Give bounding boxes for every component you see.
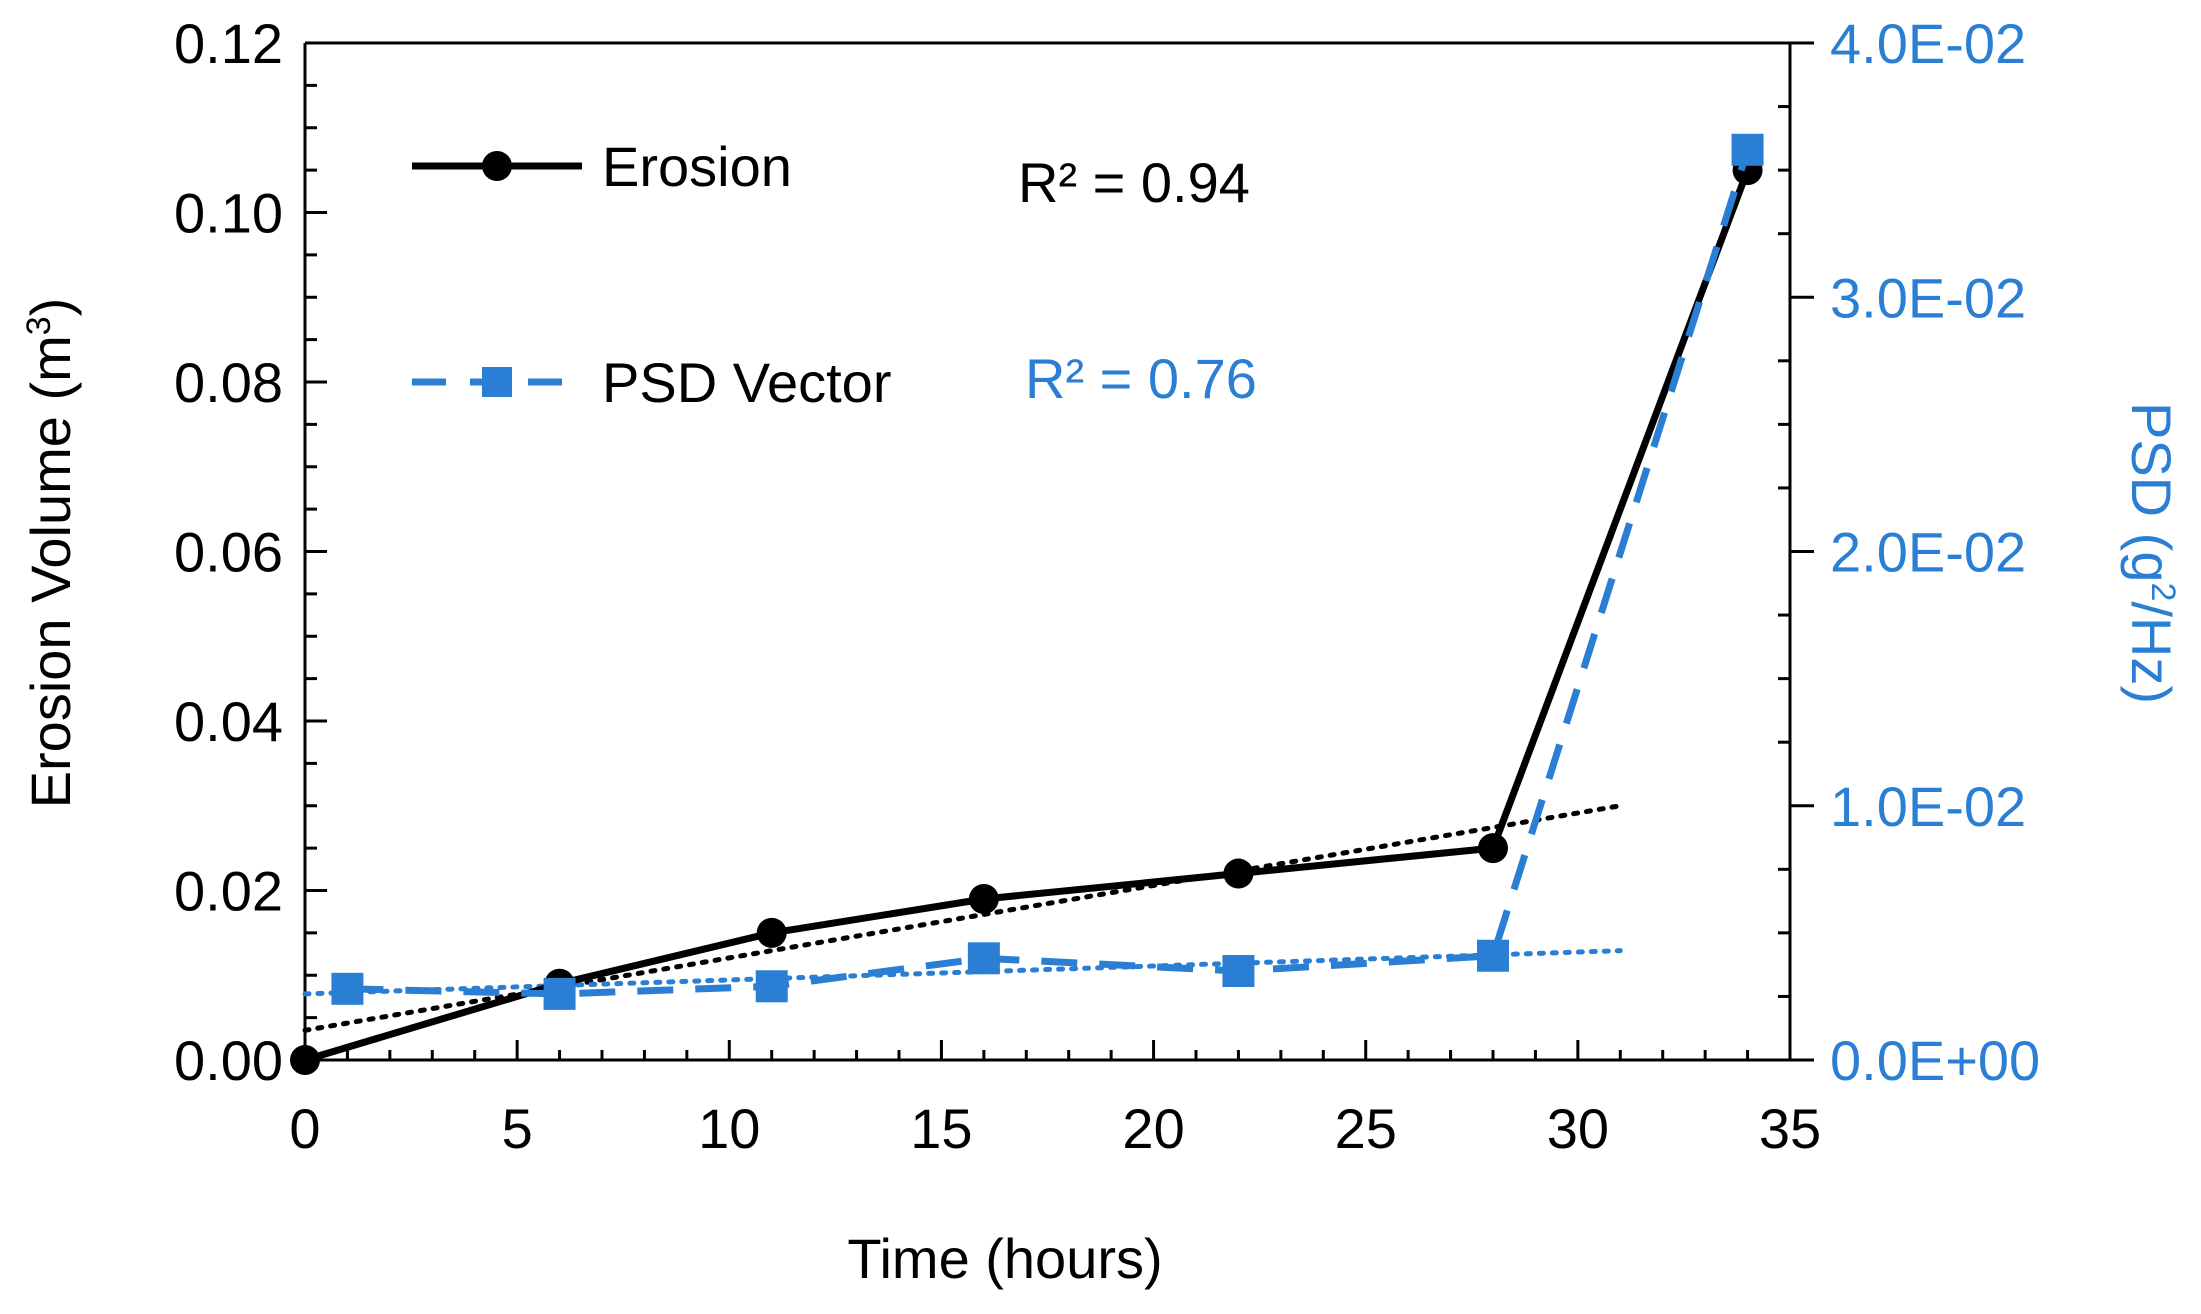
- psd-data-point: [543, 977, 576, 1010]
- legend: Erosion PSD Vector: [412, 135, 891, 414]
- y-right-tick-label: 2.0E-02: [1830, 521, 2026, 584]
- erosion-data-point: [290, 1045, 320, 1075]
- y-left-tick-label: 0.12: [174, 12, 283, 75]
- y-axis-right-title: PSD (g2/Hz): [2120, 402, 2183, 704]
- legend-erosion-label: Erosion: [602, 135, 792, 198]
- erosion-data-point: [756, 917, 787, 948]
- legend-psd-label: PSD Vector: [602, 351, 891, 414]
- y-left-tick-label: 0.00: [174, 1029, 283, 1092]
- psd-data-point: [1222, 955, 1255, 988]
- legend-erosion-marker: [482, 151, 512, 181]
- x-tick-label: 25: [1335, 1097, 1397, 1160]
- psd-series-line: [347, 148, 1751, 998]
- x-tick-label: 0: [289, 1097, 320, 1160]
- psd-data-point: [1731, 133, 1764, 166]
- r2-psd-label: R² = 0.76: [1025, 347, 1257, 410]
- x-tick-label: 5: [502, 1097, 533, 1160]
- legend-psd-marker: [482, 367, 512, 397]
- y-right-tick-label: 0.0E+00: [1830, 1029, 2040, 1092]
- erosion-data-point: [1223, 858, 1254, 889]
- psd-data-point: [755, 970, 788, 1003]
- erosion-series-line: [303, 168, 1751, 1064]
- series-layer: [290, 133, 1764, 1075]
- erosion-data-point: [968, 883, 999, 914]
- axes-layer: 0 5 10 15 20 25 30 35 0.00 0.02 0.04 0.06 0.08 0.10 0.…: [174, 12, 2040, 1160]
- psd-data-point: [1477, 939, 1509, 972]
- y-left-tick-label: 0.04: [174, 690, 283, 753]
- y-left-tick-label: 0.06: [174, 521, 283, 584]
- x-tick-label: 15: [910, 1097, 972, 1160]
- erosion-trendline: [302, 803, 1623, 1033]
- y-right-tick-label: 1.0E-02: [1830, 775, 2026, 838]
- trendline-layer: [302, 803, 1623, 1033]
- y-left-tick-label: 0.10: [174, 182, 283, 245]
- x-axis-title: Time (hours): [847, 1227, 1162, 1290]
- x-tick-label: 20: [1122, 1097, 1184, 1160]
- psd-data-point: [331, 972, 364, 1005]
- x-tick-label: 30: [1547, 1097, 1609, 1160]
- y-axis-left-title: Erosion Volume (m3): [19, 298, 82, 809]
- r2-erosion-label: R² = 0.94: [1018, 151, 1250, 214]
- y-left-tick-label: 0.08: [174, 351, 283, 414]
- psd-data-point: [967, 942, 1000, 975]
- y-right-tick-label: 4.0E-02: [1830, 12, 2026, 75]
- x-tick-label: 10: [698, 1097, 760, 1160]
- y-left-tick-label: 0.02: [174, 860, 283, 923]
- y-right-tick-label: 3.0E-02: [1830, 266, 2026, 329]
- erosion-data-point: [1478, 833, 1508, 864]
- x-tick-label: 35: [1759, 1097, 1821, 1160]
